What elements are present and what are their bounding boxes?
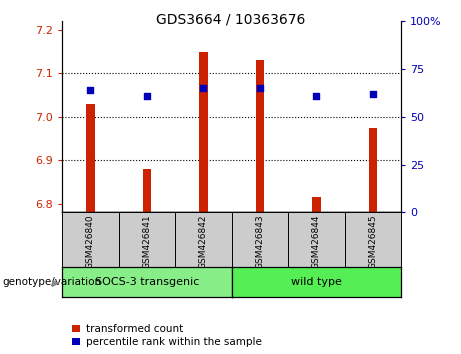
- Text: ▶: ▶: [53, 277, 60, 287]
- Text: SOCS-3 transgenic: SOCS-3 transgenic: [95, 277, 199, 287]
- Text: genotype/variation: genotype/variation: [2, 277, 101, 287]
- Text: GSM426843: GSM426843: [255, 214, 265, 269]
- Bar: [256, 60, 264, 212]
- Text: GSM426844: GSM426844: [312, 214, 321, 269]
- Point: [87, 87, 94, 93]
- Bar: [143, 169, 151, 212]
- Point: [143, 93, 151, 99]
- Text: GSM426842: GSM426842: [199, 214, 208, 269]
- Point: [200, 85, 207, 91]
- Point: [256, 85, 264, 91]
- Text: wild type: wild type: [291, 277, 342, 287]
- Bar: [312, 197, 320, 212]
- Point: [369, 91, 377, 97]
- Text: GSM426845: GSM426845: [368, 214, 378, 269]
- Text: GSM426840: GSM426840: [86, 214, 95, 269]
- Bar: [369, 128, 377, 212]
- Point: [313, 93, 320, 99]
- Bar: [86, 104, 95, 212]
- Text: GDS3664 / 10363676: GDS3664 / 10363676: [156, 12, 305, 27]
- Legend: transformed count, percentile rank within the sample: transformed count, percentile rank withi…: [72, 324, 261, 347]
- Text: GSM426841: GSM426841: [142, 214, 152, 269]
- Bar: [199, 52, 207, 212]
